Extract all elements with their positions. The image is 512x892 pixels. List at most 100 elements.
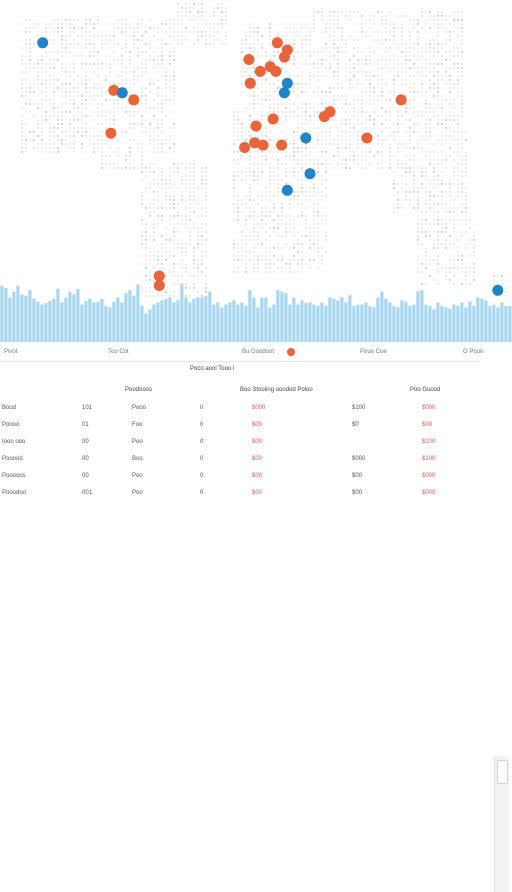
orange-marker[interactable]: North Africa 1 bbox=[250, 120, 262, 132]
land-dot bbox=[445, 227, 447, 229]
land-dot bbox=[157, 127, 159, 129]
table-scrollbar[interactable] bbox=[494, 756, 509, 892]
land-dot bbox=[237, 203, 239, 205]
table-header-3[interactable]: Poo Guood bbox=[410, 387, 441, 393]
land-dot bbox=[393, 27, 395, 29]
land-dot bbox=[145, 275, 147, 277]
land-dot bbox=[29, 91, 31, 93]
orange-marker[interactable]: Sahel 1 bbox=[239, 142, 251, 153]
land-dot bbox=[441, 55, 443, 57]
land-dot bbox=[41, 119, 43, 121]
blue-marker[interactable]: East Africa bbox=[304, 168, 316, 180]
land-dot bbox=[465, 187, 467, 189]
orange-marker[interactable]: Western Europe 2 bbox=[254, 65, 266, 77]
land-dot bbox=[29, 43, 31, 45]
orange-marker[interactable]: North America 1 bbox=[108, 84, 120, 96]
land-dot bbox=[333, 99, 335, 101]
land-dot bbox=[425, 155, 427, 157]
land-dot bbox=[157, 103, 159, 105]
orange-marker[interactable]: Sahel 3 bbox=[257, 139, 269, 151]
orange-marker[interactable]: Sahel 4 bbox=[276, 139, 288, 151]
land-dot bbox=[165, 79, 167, 81]
orange-marker[interactable]: Iberia bbox=[244, 77, 256, 89]
orange-marker[interactable]: South America 1 bbox=[153, 270, 165, 282]
land-dot bbox=[169, 79, 171, 81]
land-dot bbox=[57, 135, 59, 137]
table-header-1[interactable]: Poodooos bbox=[125, 387, 153, 393]
land-dot bbox=[205, 175, 207, 177]
land-dot bbox=[245, 223, 247, 225]
orange-marker[interactable]: North Africa 2 bbox=[267, 113, 279, 125]
land-dot bbox=[365, 59, 367, 61]
land-dot bbox=[265, 95, 267, 97]
land-dot bbox=[305, 219, 307, 221]
timeline-marker-icon[interactable] bbox=[287, 348, 295, 356]
land-dot bbox=[37, 75, 39, 77]
land-dot bbox=[285, 71, 287, 73]
land-dot bbox=[281, 219, 283, 221]
land-dot bbox=[461, 191, 463, 193]
orange-marker[interactable]: China bbox=[395, 94, 407, 106]
land-dot bbox=[377, 139, 379, 141]
land-dot bbox=[249, 239, 251, 241]
land-dot bbox=[273, 83, 275, 85]
land-dot bbox=[89, 115, 91, 117]
land-dot bbox=[161, 175, 163, 177]
land-dot bbox=[145, 71, 147, 73]
table-header-2[interactable]: Boo Stooiing ooodod Poloo bbox=[240, 387, 313, 393]
land-dot bbox=[165, 291, 167, 293]
blue-marker[interactable]: Alaska bbox=[37, 37, 49, 49]
blue-marker[interactable]: Turkey bbox=[278, 87, 290, 99]
land-dot bbox=[33, 27, 35, 29]
orange-marker[interactable]: Scandinavia 1 bbox=[271, 37, 283, 49]
land-dot bbox=[445, 223, 447, 225]
land-dot bbox=[193, 283, 195, 285]
land-dot bbox=[125, 35, 127, 37]
world-map[interactable]: Western Europe 1Western Europe 2 Central … bbox=[0, 0, 512, 345]
orange-marker[interactable]: North America 2 bbox=[128, 94, 140, 106]
land-dot bbox=[445, 31, 447, 33]
land-dot bbox=[433, 51, 435, 53]
bar bbox=[440, 306, 444, 342]
land-dot bbox=[349, 131, 351, 133]
blue-marker[interactable]: Canada bbox=[116, 87, 128, 99]
map-markers[interactable]: Western Europe 1Western Europe 2 Central … bbox=[37, 0, 504, 296]
land-dot bbox=[69, 35, 71, 37]
orange-marker[interactable]: South Asia bbox=[361, 132, 373, 144]
land-dot bbox=[257, 31, 259, 33]
land-dot bbox=[313, 203, 315, 205]
land-dot bbox=[401, 43, 403, 45]
orange-marker[interactable]: Mexico bbox=[105, 127, 117, 139]
orange-marker[interactable]: Eastern Europe bbox=[278, 51, 290, 63]
land-dot bbox=[93, 87, 95, 89]
orange-marker[interactable]: Central Europe 2 bbox=[270, 65, 282, 77]
land-dot bbox=[53, 107, 55, 109]
land-dot bbox=[285, 107, 287, 109]
orange-marker[interactable]: Middle East 2 bbox=[324, 106, 336, 118]
land-dot bbox=[173, 19, 175, 21]
land-dot bbox=[205, 35, 207, 37]
land-dot bbox=[285, 227, 287, 229]
land-dot bbox=[293, 259, 295, 261]
land-dot bbox=[429, 259, 431, 261]
orange-marker[interactable]: Sahel 2 bbox=[249, 137, 261, 149]
land-dot bbox=[201, 239, 203, 241]
land-dot bbox=[457, 191, 459, 193]
land-dot bbox=[141, 91, 143, 93]
land-dot bbox=[249, 199, 251, 201]
land-dot bbox=[273, 175, 275, 177]
land-dot bbox=[213, 39, 215, 41]
blue-marker[interactable]: New Zealand bbox=[492, 284, 504, 296]
land-dot bbox=[309, 239, 311, 241]
land-dot bbox=[245, 271, 247, 273]
blue-marker[interactable]: Arabia bbox=[300, 132, 312, 144]
blue-marker[interactable]: Central Africa bbox=[281, 184, 293, 196]
land-dot bbox=[21, 147, 23, 149]
land-dot bbox=[193, 167, 195, 169]
land-dot bbox=[185, 287, 187, 289]
land-dot bbox=[265, 187, 267, 189]
blue-marker[interactable]: Black Sea bbox=[281, 77, 293, 89]
orange-marker[interactable]: Western Europe 1 bbox=[243, 54, 255, 65]
orange-marker[interactable]: South America 2 bbox=[153, 280, 165, 291]
scrollbar-thumb[interactable] bbox=[497, 760, 508, 784]
